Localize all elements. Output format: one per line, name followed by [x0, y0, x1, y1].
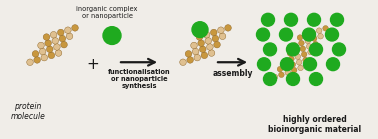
Circle shape [279, 28, 293, 41]
Circle shape [304, 33, 309, 38]
Circle shape [280, 58, 293, 71]
Circle shape [219, 33, 226, 39]
Circle shape [327, 58, 339, 71]
Circle shape [192, 22, 208, 38]
Circle shape [296, 59, 302, 65]
Circle shape [211, 29, 217, 36]
Circle shape [207, 44, 213, 50]
Circle shape [27, 59, 33, 65]
Circle shape [263, 73, 276, 85]
Circle shape [300, 46, 305, 52]
Circle shape [284, 64, 289, 70]
Text: protein
molecule: protein molecule [11, 102, 45, 121]
Circle shape [72, 25, 78, 31]
Circle shape [187, 57, 194, 63]
Circle shape [301, 52, 307, 57]
Circle shape [325, 28, 339, 41]
Circle shape [32, 51, 39, 57]
Circle shape [257, 28, 270, 41]
Text: functionalisation
or nanoparticle
synthesis: functionalisation or nanoparticle synthe… [108, 69, 170, 89]
Text: assembly: assembly [213, 69, 253, 78]
Circle shape [45, 40, 51, 46]
Circle shape [333, 43, 345, 56]
Text: +: + [87, 57, 99, 72]
Circle shape [39, 48, 46, 55]
Circle shape [304, 58, 316, 71]
Circle shape [310, 73, 322, 85]
Circle shape [307, 44, 312, 49]
Circle shape [291, 67, 297, 73]
Circle shape [285, 70, 291, 75]
Circle shape [287, 73, 299, 85]
Circle shape [305, 38, 311, 44]
Circle shape [272, 74, 278, 80]
Circle shape [52, 38, 59, 44]
Circle shape [287, 51, 293, 56]
Circle shape [212, 35, 219, 42]
Circle shape [34, 57, 40, 63]
Circle shape [279, 72, 284, 78]
Circle shape [54, 44, 60, 50]
Circle shape [65, 27, 71, 33]
Circle shape [303, 57, 308, 63]
Circle shape [318, 33, 323, 39]
Circle shape [307, 13, 321, 26]
Circle shape [59, 35, 66, 42]
Circle shape [41, 54, 48, 61]
Circle shape [295, 54, 301, 59]
Circle shape [290, 62, 296, 67]
Circle shape [313, 41, 318, 47]
Circle shape [61, 41, 67, 48]
Circle shape [103, 27, 121, 44]
Circle shape [308, 49, 313, 55]
Circle shape [263, 43, 276, 56]
Circle shape [48, 52, 55, 59]
Text: inorganic complex
or nanoparticle: inorganic complex or nanoparticle [76, 6, 138, 19]
Circle shape [310, 30, 316, 36]
Circle shape [38, 42, 44, 49]
Circle shape [299, 40, 304, 46]
Circle shape [208, 50, 215, 56]
Circle shape [192, 48, 199, 55]
Circle shape [302, 28, 316, 41]
Circle shape [323, 26, 328, 31]
Circle shape [185, 51, 192, 57]
Circle shape [46, 46, 53, 53]
Circle shape [43, 34, 50, 40]
Circle shape [257, 58, 271, 71]
Circle shape [57, 29, 64, 36]
Text: highly ordered
bioinorganic material: highly ordered bioinorganic material [268, 115, 362, 134]
Circle shape [285, 13, 297, 26]
Circle shape [50, 32, 57, 38]
Circle shape [194, 54, 201, 61]
Circle shape [205, 38, 212, 44]
Circle shape [55, 50, 62, 56]
Circle shape [191, 42, 197, 49]
Circle shape [282, 59, 288, 64]
Circle shape [262, 13, 274, 26]
Circle shape [330, 13, 344, 26]
Circle shape [214, 41, 220, 48]
Circle shape [180, 59, 186, 65]
Circle shape [297, 35, 303, 40]
Circle shape [277, 66, 283, 72]
Circle shape [198, 40, 204, 46]
Circle shape [310, 43, 322, 56]
Circle shape [311, 36, 317, 41]
Circle shape [218, 27, 224, 33]
Circle shape [200, 46, 206, 53]
Circle shape [316, 28, 322, 33]
Circle shape [294, 48, 299, 54]
Circle shape [287, 43, 299, 56]
Circle shape [225, 25, 231, 31]
Circle shape [66, 33, 73, 39]
Circle shape [298, 65, 304, 71]
Circle shape [288, 56, 294, 62]
Circle shape [201, 52, 208, 59]
Circle shape [196, 34, 203, 40]
Circle shape [292, 43, 298, 48]
Circle shape [203, 32, 210, 38]
